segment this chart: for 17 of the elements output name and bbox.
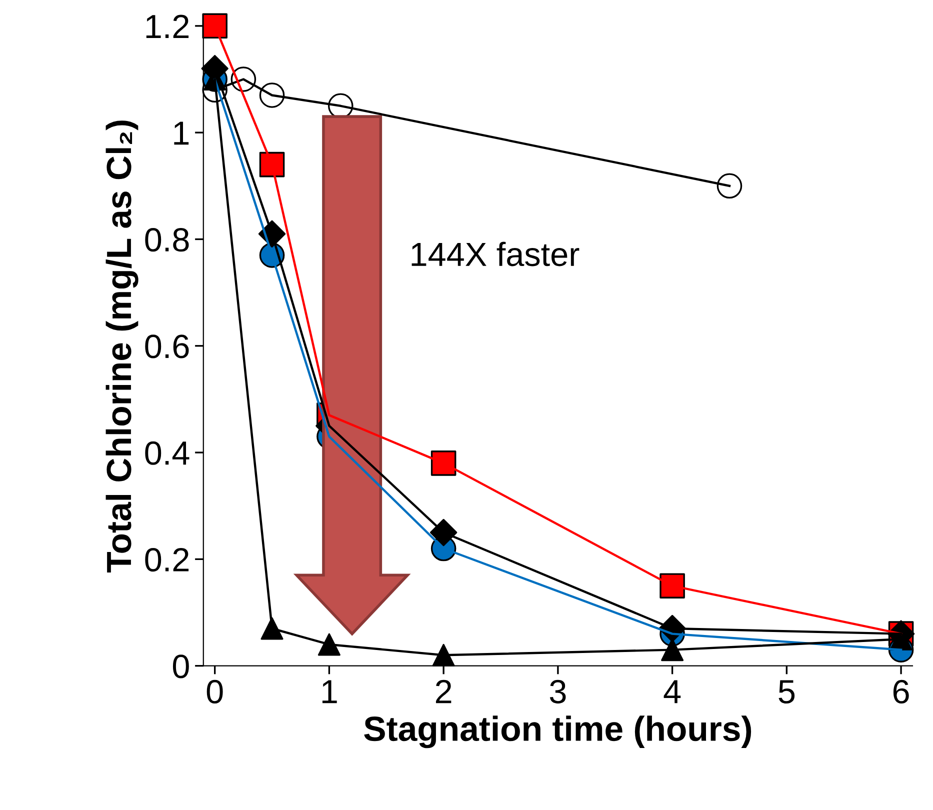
- y-tick-label: 0: [172, 654, 189, 678]
- x-tick-label: 6: [893, 680, 909, 704]
- x-tick-label: 3: [550, 680, 566, 704]
- y-tick-label: 0.6: [145, 334, 189, 358]
- y-tick-label: 0.2: [145, 548, 189, 572]
- y-tick-label: 0.4: [145, 441, 190, 465]
- y-tick-label: 1: [174, 122, 189, 145]
- x-axis-title: Stagnation time (hours): [364, 716, 752, 748]
- x-tick-label: 1: [322, 680, 337, 704]
- x-tick-label: 4: [664, 680, 681, 704]
- x-tick-label: 5: [778, 680, 795, 704]
- y-axis-title: Total Chlorine (mg/L as Cl₂): [106, 120, 138, 572]
- annotation: 144X faster: [412, 242, 580, 266]
- x-tick-label: 0: [206, 680, 223, 704]
- x-tick-label: 2: [436, 680, 452, 704]
- y-tick-label: 0.8: [145, 228, 189, 252]
- y-tick-label: 1.2: [146, 14, 189, 38]
